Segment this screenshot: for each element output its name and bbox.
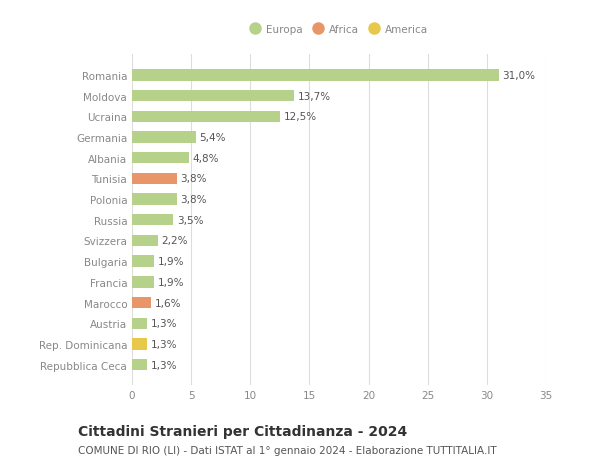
Text: 3,8%: 3,8% <box>181 195 207 205</box>
Text: 3,5%: 3,5% <box>177 215 203 225</box>
Text: 1,3%: 1,3% <box>151 360 178 370</box>
Bar <box>132 112 280 123</box>
Text: 4,8%: 4,8% <box>193 153 219 163</box>
Legend: Europa, Africa, America: Europa, Africa, America <box>246 21 432 39</box>
Text: 1,9%: 1,9% <box>158 277 185 287</box>
Bar <box>132 194 177 205</box>
Bar <box>132 153 189 164</box>
Bar <box>132 70 499 81</box>
Bar <box>132 318 148 329</box>
Text: 1,3%: 1,3% <box>151 339 178 349</box>
Bar <box>132 256 154 267</box>
Text: Cittadini Stranieri per Cittadinanza - 2024: Cittadini Stranieri per Cittadinanza - 2… <box>78 425 407 438</box>
Text: 1,3%: 1,3% <box>151 319 178 329</box>
Text: 13,7%: 13,7% <box>298 91 331 101</box>
Bar <box>132 297 151 308</box>
Bar <box>132 132 196 143</box>
Bar <box>132 91 294 102</box>
Bar <box>132 277 154 288</box>
Text: 3,8%: 3,8% <box>181 174 207 184</box>
Bar <box>132 339 148 350</box>
Bar <box>132 359 148 370</box>
Text: COMUNE DI RIO (LI) - Dati ISTAT al 1° gennaio 2024 - Elaborazione TUTTITALIA.IT: COMUNE DI RIO (LI) - Dati ISTAT al 1° ge… <box>78 445 497 455</box>
Text: 1,9%: 1,9% <box>158 257 185 267</box>
Text: 2,2%: 2,2% <box>161 236 188 246</box>
Bar <box>132 215 173 226</box>
Bar <box>132 235 158 246</box>
Bar <box>132 174 177 185</box>
Text: 31,0%: 31,0% <box>502 71 535 81</box>
Text: 5,4%: 5,4% <box>199 133 226 143</box>
Text: 12,5%: 12,5% <box>283 112 317 122</box>
Text: 1,6%: 1,6% <box>154 298 181 308</box>
